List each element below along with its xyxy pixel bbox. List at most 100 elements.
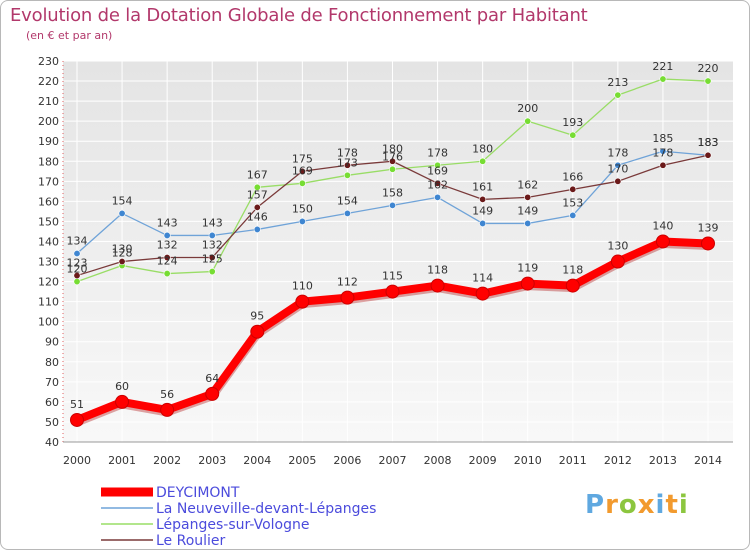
data-point <box>298 179 306 187</box>
y-tick-label: 190 <box>38 135 59 148</box>
data-point <box>208 268 216 276</box>
y-tick-label: 230 <box>38 55 59 68</box>
data-point <box>565 278 580 293</box>
data-label: 119 <box>517 262 538 275</box>
data-label: 149 <box>517 204 538 217</box>
x-tick-label: 2008 <box>424 454 452 467</box>
data-point <box>610 254 625 269</box>
legend-label: DEYCIMONT <box>156 485 240 501</box>
data-point <box>388 157 396 165</box>
x-tick-label: 2006 <box>333 454 361 467</box>
data-point <box>479 219 487 227</box>
y-tick-label: 90 <box>45 336 59 349</box>
data-point <box>160 402 175 417</box>
data-point <box>569 211 577 219</box>
data-label: 167 <box>247 168 268 181</box>
data-label: 175 <box>292 152 313 165</box>
data-point <box>298 217 306 225</box>
data-label: 162 <box>517 178 538 191</box>
data-label: 95 <box>250 310 264 323</box>
y-tick-label: 150 <box>38 215 59 228</box>
data-label: 139 <box>698 221 719 234</box>
logo-letter: i <box>678 490 689 520</box>
chart-title: Evolution de la Dotation Globale de Fonc… <box>10 5 588 26</box>
data-label: 180 <box>472 142 493 155</box>
data-point <box>163 270 171 278</box>
data-label: 118 <box>562 264 583 277</box>
data-label: 125 <box>202 253 223 266</box>
data-label: 185 <box>652 132 673 145</box>
data-point <box>298 167 306 175</box>
data-label: 161 <box>472 180 493 193</box>
y-tick-label: 130 <box>38 256 59 269</box>
y-tick-label: 110 <box>38 296 59 309</box>
x-tick-label: 2002 <box>153 454 181 467</box>
data-point <box>704 151 712 159</box>
data-label: 183 <box>698 136 719 149</box>
y-tick-label: 160 <box>38 195 59 208</box>
data-label: 130 <box>607 240 628 253</box>
data-point <box>115 394 130 409</box>
y-tick-label: 220 <box>38 75 59 88</box>
data-label: 154 <box>337 194 358 207</box>
data-point <box>343 171 351 179</box>
data-point <box>253 183 261 191</box>
data-label: 64 <box>205 372 219 385</box>
data-label: 146 <box>247 210 268 223</box>
data-point <box>118 258 126 266</box>
y-tick-label: 170 <box>38 175 59 188</box>
y-tick-label: 180 <box>38 155 59 168</box>
data-label: 178 <box>607 146 628 159</box>
data-point <box>659 147 667 155</box>
y-tick-label: 210 <box>38 95 59 108</box>
data-label: 157 <box>247 188 268 201</box>
data-label: 143 <box>202 216 223 229</box>
data-label: 176 <box>382 150 403 163</box>
data-point <box>73 272 81 280</box>
data-label: 124 <box>157 255 178 268</box>
data-point <box>385 284 400 299</box>
data-label: 180 <box>382 142 403 155</box>
legend-label: La Neuveville-devant-Lépanges <box>156 501 376 517</box>
data-point <box>614 161 622 169</box>
data-point <box>569 185 577 193</box>
data-label: 112 <box>337 276 358 289</box>
logo-letter: t <box>665 490 679 520</box>
data-label: 56 <box>160 388 174 401</box>
data-point <box>655 234 670 249</box>
x-tick-label: 2014 <box>694 454 722 467</box>
proxiti-logo: Proxiti <box>585 490 689 520</box>
data-point <box>343 161 351 169</box>
data-point <box>388 201 396 209</box>
data-label: 134 <box>67 235 88 248</box>
data-label: 51 <box>70 398 84 411</box>
data-label: 193 <box>562 116 583 129</box>
data-point <box>205 386 220 401</box>
plot-background <box>63 61 733 442</box>
data-point <box>434 193 442 201</box>
x-tick-label: 2011 <box>559 454 587 467</box>
data-point <box>479 195 487 203</box>
y-tick-label: 80 <box>45 356 59 369</box>
logo-letter: P <box>585 490 606 520</box>
x-tick-label: 2004 <box>243 454 271 467</box>
data-label: 114 <box>472 272 493 285</box>
x-tick-label: 2010 <box>514 454 542 467</box>
y-tick-label: 100 <box>38 316 59 329</box>
data-point <box>524 193 532 201</box>
data-label: 115 <box>382 270 403 283</box>
data-label: 220 <box>698 62 719 75</box>
data-point <box>659 161 667 169</box>
data-label: 178 <box>337 146 358 159</box>
data-label: 173 <box>337 156 358 169</box>
data-label: 110 <box>292 280 313 293</box>
data-point <box>614 91 622 99</box>
data-point <box>73 250 81 258</box>
data-point <box>479 157 487 165</box>
x-tick-label: 2007 <box>379 454 407 467</box>
x-tick-label: 2001 <box>108 454 136 467</box>
logo-letter: r <box>605 490 619 520</box>
data-point <box>524 219 532 227</box>
logo-letter: x <box>637 490 656 520</box>
